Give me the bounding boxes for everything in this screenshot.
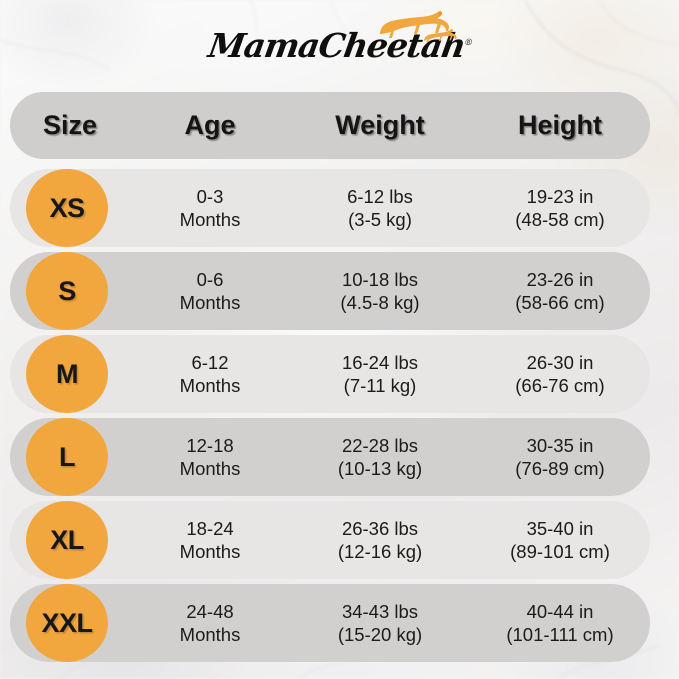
age-line-1: 12-18 bbox=[186, 435, 234, 456]
height-line-2: (48-58 cm) bbox=[515, 209, 605, 230]
brand-logo: MamaCheetah® bbox=[0, 6, 679, 78]
age-line-2: Months bbox=[179, 209, 241, 230]
column-header-height: Height bbox=[518, 110, 602, 140]
size-badge: XXL bbox=[26, 584, 108, 662]
column-header-age: Age bbox=[184, 110, 236, 140]
age-cell: 24-48 Months bbox=[130, 600, 290, 646]
height-cell: 23-26 in (58-66 cm) bbox=[470, 268, 650, 314]
weight-cell: 16-24 lbs (7-11 kg) bbox=[290, 351, 470, 397]
size-badge: XS bbox=[26, 169, 108, 247]
age-line-2: Months bbox=[179, 375, 241, 396]
height-line-1: 40-44 in bbox=[526, 601, 594, 622]
age-line-1: 18-24 bbox=[186, 518, 234, 539]
age-cell: 12-18 Months bbox=[130, 434, 290, 480]
age-cell: 18-24 Months bbox=[130, 517, 290, 563]
age-line-1: 6-12 bbox=[191, 352, 229, 373]
weight-line-2: (7-11 kg) bbox=[343, 375, 417, 396]
height-line-1: 19-23 in bbox=[526, 186, 594, 207]
height-line-1: 35-40 in bbox=[526, 518, 594, 539]
weight-cell: 26-36 lbs (12-16 kg) bbox=[290, 517, 470, 563]
age-line-1: 24-48 bbox=[186, 601, 234, 622]
table-row: XXL 24-48 Months 34-43 lbs (15-20 kg) 40… bbox=[10, 584, 650, 662]
height-line-2: (89-101 cm) bbox=[510, 541, 610, 562]
brand-wordmark: MamaCheetah® bbox=[203, 6, 477, 82]
weight-line-1: 26-36 lbs bbox=[341, 518, 419, 539]
table-row: S 0-6 Months 10-18 lbs (4.5-8 kg) 23-26 … bbox=[10, 252, 650, 330]
weight-cell: 34-43 lbs (15-20 kg) bbox=[290, 600, 470, 646]
size-badge: S bbox=[26, 252, 108, 330]
table-row: M 6-12 Months 16-24 lbs (7-11 kg) 26-30 … bbox=[10, 335, 650, 413]
weight-line-1: 6-12 lbs bbox=[347, 186, 413, 207]
table-header-row: Size Age Weight Height bbox=[10, 92, 650, 159]
age-line-2: Months bbox=[179, 624, 241, 645]
weight-cell: 6-12 lbs (3-5 kg) bbox=[290, 185, 470, 231]
height-cell: 30-35 in (76-89 cm) bbox=[470, 434, 650, 480]
height-line-2: (76-89 cm) bbox=[515, 458, 605, 479]
brand-wordmark-text: MamaCheetah bbox=[205, 26, 468, 65]
size-chart-table: Size Age Weight Height XS 0-3 Months 6-1… bbox=[10, 92, 650, 667]
weight-line-2: (10-13 kg) bbox=[337, 458, 423, 479]
age-cell: 0-6 Months bbox=[130, 268, 290, 314]
column-header-weight: Weight bbox=[335, 110, 425, 140]
age-line-2: Months bbox=[179, 458, 241, 479]
height-line-2: (58-66 cm) bbox=[515, 292, 605, 313]
weight-line-2: (15-20 kg) bbox=[337, 624, 423, 645]
weight-line-1: 10-18 lbs bbox=[341, 269, 419, 290]
column-header-size: Size bbox=[42, 110, 98, 140]
weight-line-1: 16-24 lbs bbox=[341, 352, 419, 373]
age-line-2: Months bbox=[179, 541, 241, 562]
size-badge: XL bbox=[26, 501, 108, 579]
table-row: XL 18-24 Months 26-36 lbs (12-16 kg) 35-… bbox=[10, 501, 650, 579]
brand-logo-inner: MamaCheetah® bbox=[205, 6, 471, 78]
weight-line-2: (4.5-8 kg) bbox=[340, 292, 420, 313]
age-line-1: 0-6 bbox=[196, 269, 224, 290]
height-cell: 40-44 in (101-111 cm) bbox=[470, 600, 650, 646]
age-cell: 6-12 Months bbox=[130, 351, 290, 397]
weight-cell: 22-28 lbs (10-13 kg) bbox=[290, 434, 470, 480]
height-line-2: (101-111 cm) bbox=[506, 624, 614, 645]
age-line-1: 0-3 bbox=[196, 186, 224, 207]
size-badge: M bbox=[26, 335, 108, 413]
height-cell: 19-23 in (48-58 cm) bbox=[470, 185, 650, 231]
weight-cell: 10-18 lbs (4.5-8 kg) bbox=[290, 268, 470, 314]
registered-trademark-icon: ® bbox=[464, 37, 472, 47]
height-line-2: (66-76 cm) bbox=[515, 375, 605, 396]
weight-line-1: 34-43 lbs bbox=[341, 601, 419, 622]
table-row: XS 0-3 Months 6-12 lbs (3-5 kg) 19-23 in… bbox=[10, 169, 650, 247]
height-line-1: 23-26 in bbox=[526, 269, 594, 290]
age-line-2: Months bbox=[179, 292, 241, 313]
size-badge: L bbox=[26, 418, 108, 496]
weight-line-2: (12-16 kg) bbox=[337, 541, 423, 562]
height-line-1: 26-30 in bbox=[526, 352, 594, 373]
table-row: L 12-18 Months 22-28 lbs (10-13 kg) 30-3… bbox=[10, 418, 650, 496]
height-line-1: 30-35 in bbox=[526, 435, 594, 456]
weight-line-1: 22-28 lbs bbox=[341, 435, 419, 456]
age-cell: 0-3 Months bbox=[130, 185, 290, 231]
height-cell: 26-30 in (66-76 cm) bbox=[470, 351, 650, 397]
weight-line-2: (3-5 kg) bbox=[348, 209, 412, 230]
height-cell: 35-40 in (89-101 cm) bbox=[470, 517, 650, 563]
